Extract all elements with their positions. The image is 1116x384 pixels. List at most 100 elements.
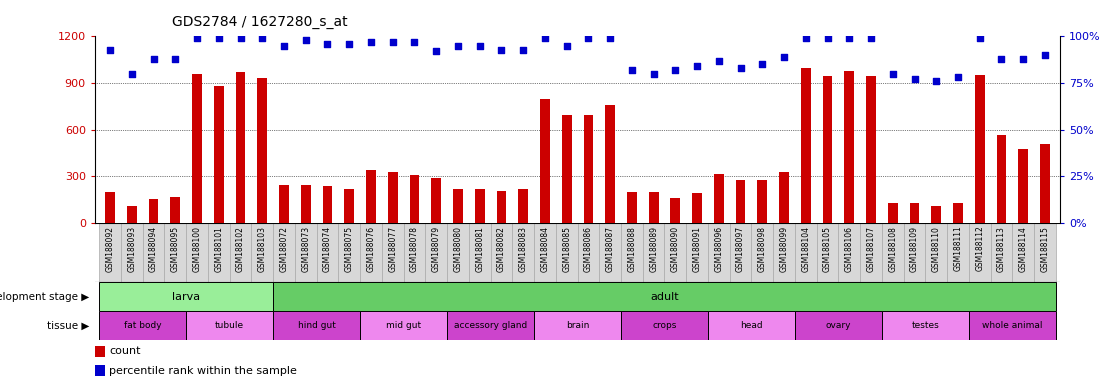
FancyBboxPatch shape [882,223,904,282]
Point [514,46,532,53]
Text: GSM188102: GSM188102 [235,226,246,271]
Bar [127,206,137,223]
Text: GSM188105: GSM188105 [824,226,833,272]
Bar [975,74,984,223]
Point [1036,52,1054,58]
Point [666,67,684,73]
Bar [1040,144,1050,223]
Bar [410,175,420,223]
Bar [366,170,376,223]
FancyBboxPatch shape [556,223,578,282]
Point [166,56,184,62]
Bar [171,197,180,223]
Bar [279,185,289,223]
FancyBboxPatch shape [1012,223,1035,282]
Point [492,46,510,53]
FancyBboxPatch shape [773,223,795,282]
FancyBboxPatch shape [686,223,708,282]
Text: hind gut: hind gut [298,321,336,330]
Point [927,78,945,84]
Text: GSM188101: GSM188101 [214,226,223,271]
FancyBboxPatch shape [360,223,382,282]
Bar [497,191,507,223]
FancyBboxPatch shape [208,223,230,282]
Bar [714,174,724,223]
FancyBboxPatch shape [795,311,882,340]
Text: GSM188096: GSM188096 [714,226,723,272]
Text: GSM188114: GSM188114 [1019,226,1028,271]
Text: fat body: fat body [124,321,162,330]
FancyBboxPatch shape [99,223,121,282]
Bar [779,172,789,223]
Point [992,56,1010,62]
FancyBboxPatch shape [404,223,425,282]
Text: GSM188093: GSM188093 [127,226,136,272]
Bar [518,189,528,223]
Point [189,35,206,41]
Bar [758,180,767,223]
FancyBboxPatch shape [664,223,686,282]
Bar [692,193,702,223]
Point [579,35,597,41]
Text: GSM188106: GSM188106 [845,226,854,272]
Bar [235,72,246,223]
FancyBboxPatch shape [795,223,817,282]
Point [602,35,619,41]
Point [753,61,771,68]
Point [102,46,119,53]
Text: GSM188115: GSM188115 [1040,226,1049,271]
Bar [323,186,333,223]
Bar [95,346,105,357]
Text: mid gut: mid gut [386,321,421,330]
Text: GSM188104: GSM188104 [801,226,810,272]
Bar [866,76,876,223]
Bar [605,105,615,223]
Point [536,35,554,41]
Point [971,35,989,41]
Point [427,48,445,55]
Bar [1018,149,1028,223]
Text: GSM188079: GSM188079 [432,226,441,272]
Point [776,54,793,60]
Point [1014,56,1032,62]
Text: testes: testes [912,321,940,330]
Point [863,35,881,41]
FancyBboxPatch shape [143,223,164,282]
Text: GSM188097: GSM188097 [737,226,745,272]
Text: GSM188072: GSM188072 [279,226,289,272]
FancyBboxPatch shape [338,223,360,282]
Text: GSM188108: GSM188108 [888,226,897,271]
Bar [910,203,920,223]
FancyBboxPatch shape [186,311,273,340]
Point [905,76,923,83]
Point [797,35,815,41]
FancyBboxPatch shape [317,223,338,282]
Bar [431,179,441,223]
Point [384,39,402,45]
Text: brain: brain [566,321,589,330]
FancyBboxPatch shape [817,223,838,282]
FancyBboxPatch shape [99,282,273,311]
FancyBboxPatch shape [273,311,360,340]
Text: GSM188082: GSM188082 [497,226,506,271]
Bar [474,189,484,223]
Text: GSM188088: GSM188088 [627,226,636,271]
Bar [345,189,354,223]
FancyBboxPatch shape [491,223,512,282]
FancyBboxPatch shape [947,223,969,282]
FancyBboxPatch shape [991,223,1012,282]
FancyBboxPatch shape [230,223,251,282]
Bar [584,115,594,223]
Point [318,41,336,47]
Text: GSM188078: GSM188078 [410,226,418,272]
FancyBboxPatch shape [882,311,969,340]
Text: percentile rank within the sample: percentile rank within the sample [109,366,297,376]
Point [710,58,728,64]
Bar [735,180,745,223]
Text: count: count [109,346,141,356]
Text: GDS2784 / 1627280_s_at: GDS2784 / 1627280_s_at [172,15,348,29]
FancyBboxPatch shape [251,223,273,282]
Text: GSM188111: GSM188111 [953,226,962,271]
Bar [932,206,941,223]
Point [275,43,292,49]
